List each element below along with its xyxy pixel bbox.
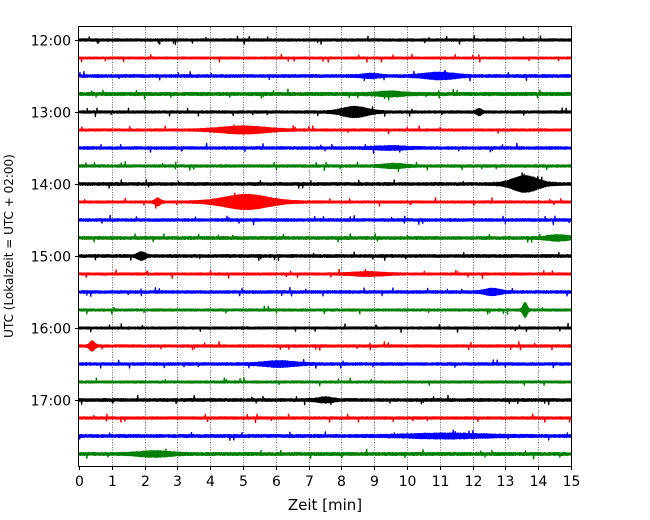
x-tick-label: 9 [370,474,379,490]
trace-1745 [78,448,572,460]
trace-1330 [78,142,572,154]
y-axis-label: UTC (Lokalzeit = UTC + 02:00) [2,154,16,338]
plot-frame [78,26,572,467]
y-tick-label: 15:00 [31,250,71,266]
x-tick-label: 0 [75,474,84,490]
y-tick-label: 13:00 [31,106,71,122]
trace-1400 [78,172,572,193]
x-tick-label: 12 [465,474,483,490]
x-tick-label: 1 [108,474,117,490]
x-tick-label: 10 [399,474,417,490]
y-tick-label: 17:00 [31,394,71,410]
x-tick-label: 15 [563,474,581,490]
trace-1530 [78,286,572,297]
x-tick-label: 5 [239,474,248,490]
trace-1445 [78,233,572,243]
trace-1345 [78,161,572,173]
trace-1545 [78,301,572,319]
trace-1215 [78,53,572,63]
x-axis-label: Zeit [min] [288,496,362,514]
x-tick-label: 7 [305,474,314,490]
x-tick-label: 14 [530,474,548,490]
trace-1715 [78,413,572,423]
x-tick-label: 4 [206,474,215,490]
trace-1230 [78,70,572,82]
trace-1730 [78,429,572,441]
trace-1700 [78,394,572,406]
trace-1500 [78,251,572,261]
y-tick-label: 12:00 [31,34,71,50]
seismic-traces [78,35,572,460]
trace-1430 [78,214,572,226]
trace-1630 [78,359,572,369]
trace-1200 [78,35,572,46]
vertical-grid [112,27,539,466]
trace-1645 [78,377,572,387]
trace-1415 [78,192,572,211]
x-axis-ticks: 0 1 2 3 4 5 6 7 8 9 10 11 12 13 14 15 [75,466,580,490]
x-tick-label: 6 [272,474,281,490]
x-tick-label: 2 [141,474,150,490]
x-tick-label: 13 [497,474,515,490]
trace-1600 [78,322,572,333]
x-tick-label: 8 [337,474,346,490]
trace-1315 [78,124,572,135]
y-tick-label: 14:00 [31,178,71,194]
y-axis-ticks: 12:00 13:00 14:00 15:00 16:00 17:00 [31,34,79,410]
x-tick-label: 11 [432,474,450,490]
trace-1300 [78,105,572,119]
x-tick-label: 3 [173,474,182,490]
trace-1245 [78,88,572,101]
y-tick-label: 16:00 [31,322,71,338]
trace-1515 [78,268,572,280]
trace-1615 [78,340,572,352]
